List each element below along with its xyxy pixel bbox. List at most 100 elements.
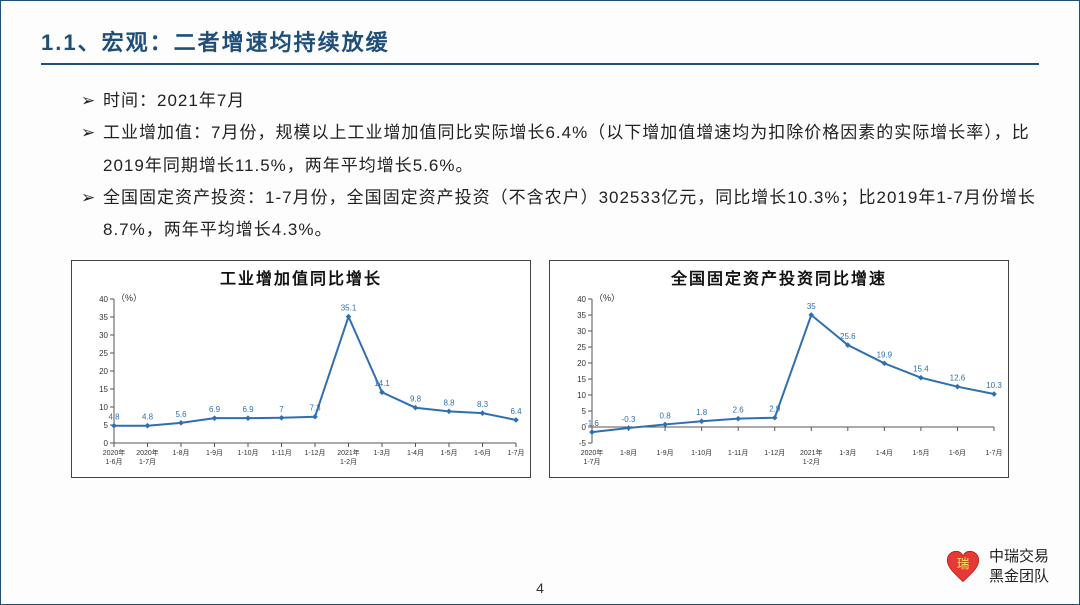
chart-left-svg: 0510152025303540（%）2020年1-6月2020年1-7月1-8… <box>80 289 524 477</box>
brand-logo: 瑞 中瑞交易 黑金团队 <box>945 547 1049 586</box>
bullet-item: ➢ 工业增加值：7月份，规模以上工业增加值同比实际增长6.4%（以下增加值增速均… <box>81 117 1039 182</box>
svg-text:2.9: 2.9 <box>769 405 781 414</box>
svg-text:1-11月: 1-11月 <box>271 449 292 457</box>
svg-text:40: 40 <box>99 295 108 304</box>
svg-text:6.9: 6.9 <box>209 406 221 415</box>
svg-text:35: 35 <box>99 313 108 322</box>
svg-text:-1.6: -1.6 <box>585 420 599 429</box>
bullet-marker: ➢ <box>81 117 103 182</box>
svg-text:1-4月: 1-4月 <box>876 449 893 457</box>
svg-text:35: 35 <box>577 311 586 320</box>
svg-text:1-3月: 1-3月 <box>373 449 390 457</box>
svg-text:30: 30 <box>99 331 108 340</box>
svg-text:1-8月: 1-8月 <box>620 449 637 457</box>
chart-right-svg: -50510152025303540（%）2020年1-7月1-8月1-9月1-… <box>558 289 1002 477</box>
bullet-item: ➢ 时间：2021年7月 <box>81 85 1039 117</box>
bullet-marker: ➢ <box>81 85 103 117</box>
svg-text:4.8: 4.8 <box>108 413 120 422</box>
svg-text:1-7月: 1-7月 <box>583 458 600 466</box>
svg-text:1-3月: 1-3月 <box>839 449 856 457</box>
svg-text:-0.3: -0.3 <box>622 415 636 424</box>
svg-text:1-9月: 1-9月 <box>206 449 223 457</box>
svg-text:8.8: 8.8 <box>443 399 455 408</box>
svg-text:2020年: 2020年 <box>103 448 126 457</box>
svg-text:1-2月: 1-2月 <box>340 458 357 466</box>
svg-text:15: 15 <box>577 375 586 384</box>
bullet-list: ➢ 时间：2021年7月 ➢ 工业增加值：7月份，规模以上工业增加值同比实际增长… <box>41 85 1039 246</box>
svg-text:25: 25 <box>99 349 108 358</box>
svg-text:10.3: 10.3 <box>986 382 1002 391</box>
brand-text: 中瑞交易 黑金团队 <box>989 547 1049 586</box>
svg-text:9.8: 9.8 <box>410 395 422 404</box>
svg-text:0: 0 <box>104 439 109 448</box>
svg-text:-5: -5 <box>579 439 587 448</box>
page-number: 4 <box>1 580 1079 596</box>
svg-text:35.1: 35.1 <box>341 304 357 313</box>
svg-text:5: 5 <box>582 407 587 416</box>
svg-text:1-6月: 1-6月 <box>949 449 966 457</box>
svg-text:（%）: （%） <box>116 293 142 303</box>
svg-text:25: 25 <box>577 343 586 352</box>
svg-text:6.4: 6.4 <box>510 407 522 416</box>
heart-icon: 瑞 <box>945 549 981 585</box>
svg-text:15: 15 <box>99 385 108 394</box>
chart-left: 工业增加值同比增长 0510152025303540（%）2020年1-6月20… <box>71 260 531 478</box>
svg-text:2.6: 2.6 <box>733 406 745 415</box>
svg-text:14.1: 14.1 <box>374 380 390 389</box>
svg-text:12.6: 12.6 <box>950 374 966 383</box>
svg-text:30: 30 <box>577 327 586 336</box>
svg-text:1-5月: 1-5月 <box>440 449 457 457</box>
svg-text:1.8: 1.8 <box>696 409 708 418</box>
svg-text:1-12月: 1-12月 <box>764 449 785 457</box>
chart-right-title: 全国固定资产投资同比增速 <box>558 265 1000 289</box>
svg-text:20: 20 <box>577 359 586 368</box>
svg-text:10: 10 <box>577 391 586 400</box>
brand-line-1: 中瑞交易 <box>989 547 1049 567</box>
bullet-marker: ➢ <box>81 182 103 247</box>
svg-text:1-2月: 1-2月 <box>803 458 820 466</box>
svg-text:1-7月: 1-7月 <box>985 449 1002 457</box>
svg-text:7.3: 7.3 <box>309 404 321 413</box>
svg-text:4.8: 4.8 <box>142 413 154 422</box>
svg-text:35: 35 <box>807 302 816 311</box>
bullet-text: 全国固定资产投资：1-7月份，全国固定资产投资（不含农户）302533亿元，同比… <box>103 182 1039 247</box>
svg-text:5: 5 <box>104 421 109 430</box>
charts-row: 工业增加值同比增长 0510152025303540（%）2020年1-6月20… <box>41 260 1039 478</box>
bullet-text: 时间：2021年7月 <box>103 85 1039 117</box>
heart-char: 瑞 <box>957 557 969 571</box>
slide-page: 1.1、宏观：二者增速均持续放缓 ➢ 时间：2021年7月 ➢ 工业增加值：7月… <box>0 0 1080 605</box>
svg-text:10: 10 <box>99 403 108 412</box>
bullet-item: ➢ 全国固定资产投资：1-7月份，全国固定资产投资（不含农户）302533亿元，… <box>81 182 1039 247</box>
svg-text:8.3: 8.3 <box>477 401 489 410</box>
svg-text:40: 40 <box>577 295 586 304</box>
svg-text:2020年: 2020年 <box>136 448 159 457</box>
svg-text:25.6: 25.6 <box>840 333 856 342</box>
svg-text:1-7月: 1-7月 <box>507 449 524 457</box>
svg-text:0.8: 0.8 <box>660 412 672 421</box>
svg-text:1-11月: 1-11月 <box>728 449 749 457</box>
svg-text:1-6月: 1-6月 <box>105 458 122 466</box>
brand-line-2: 黑金团队 <box>989 567 1049 587</box>
svg-text:1-6月: 1-6月 <box>474 449 491 457</box>
bullet-text: 工业增加值：7月份，规模以上工业增加值同比实际增长6.4%（以下增加值增速均为扣… <box>103 117 1039 182</box>
svg-text:2021年: 2021年 <box>337 448 360 457</box>
svg-text:2020年: 2020年 <box>581 448 604 457</box>
chart-left-title: 工业增加值同比增长 <box>80 265 522 289</box>
svg-text:2021年: 2021年 <box>800 448 823 457</box>
svg-text:1-8月: 1-8月 <box>172 449 189 457</box>
svg-text:1-10月: 1-10月 <box>691 449 712 457</box>
svg-text:1-4月: 1-4月 <box>407 449 424 457</box>
svg-text:1-12月: 1-12月 <box>304 449 325 457</box>
chart-right: 全国固定资产投资同比增速 -50510152025303540（%）2020年1… <box>549 260 1009 478</box>
svg-text:（%）: （%） <box>594 293 620 303</box>
svg-text:1-9月: 1-9月 <box>657 449 674 457</box>
svg-text:5.6: 5.6 <box>175 410 187 419</box>
page-title: 1.1、宏观：二者增速均持续放缓 <box>41 25 1039 65</box>
svg-text:7: 7 <box>279 405 284 414</box>
svg-text:15.4: 15.4 <box>913 365 929 374</box>
svg-text:1-7月: 1-7月 <box>139 458 156 466</box>
svg-text:6.9: 6.9 <box>242 406 254 415</box>
svg-text:1-10月: 1-10月 <box>237 449 258 457</box>
svg-text:20: 20 <box>99 367 108 376</box>
svg-text:1-5月: 1-5月 <box>912 449 929 457</box>
